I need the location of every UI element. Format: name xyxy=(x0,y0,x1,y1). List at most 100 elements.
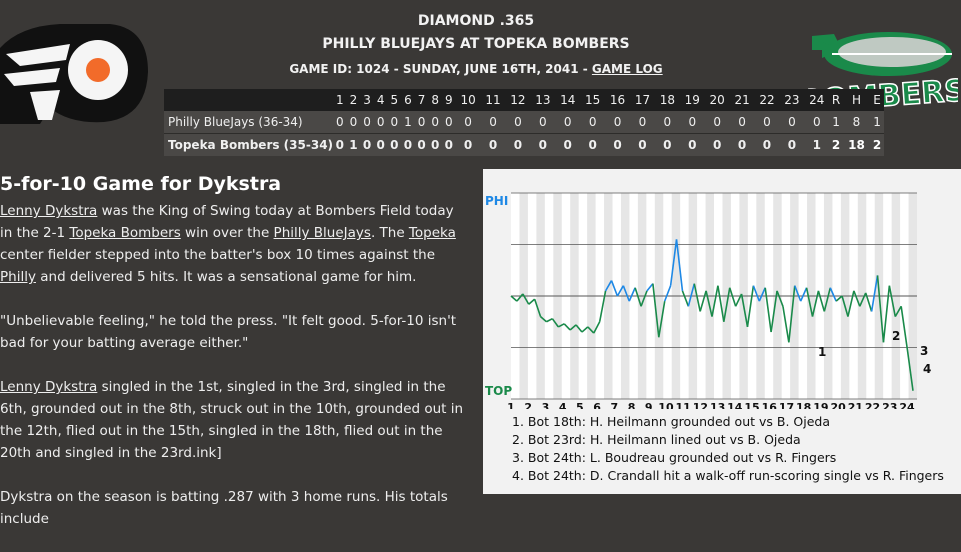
inning-score: 0 xyxy=(555,111,581,134)
win-prob-segment xyxy=(770,290,778,333)
win-prob-segment xyxy=(817,290,826,312)
win-prob-segment xyxy=(728,287,737,307)
article-link[interactable]: Philly BlueJays xyxy=(273,225,371,241)
inning-score: 0 xyxy=(373,133,388,156)
inning-score: 0 xyxy=(679,133,705,156)
x-tick-label: 12 xyxy=(693,401,708,409)
win-prob-segment xyxy=(540,315,547,323)
win-prob-segment xyxy=(546,317,553,323)
x-tick-label: 19 xyxy=(813,401,828,409)
win-prob-segment xyxy=(711,285,719,317)
win-prob-segment xyxy=(699,290,707,312)
total-header: R xyxy=(829,89,843,111)
win-prob-segment xyxy=(752,285,761,302)
team-name[interactable]: Philly BlueJays (36-34) xyxy=(164,111,334,134)
x-tick-label: 18 xyxy=(796,401,811,409)
key-play-item: 2. Bot 23rd: H. Heilmann lined out vs B.… xyxy=(512,432,801,447)
matchup-title: PHILLY BLUEJAYS AT TOPEKA BOMBERS xyxy=(322,36,630,52)
x-tick-label: 6 xyxy=(593,401,601,409)
x-tick-label: 4 xyxy=(559,401,567,409)
inning-score: 0 xyxy=(360,133,374,156)
inning-score: 0 xyxy=(387,111,402,134)
inning-header-10: 10 xyxy=(455,89,481,111)
total-header: E xyxy=(870,89,884,111)
article-link[interactable]: Topeka Bombers xyxy=(69,225,181,241)
win-prob-segment xyxy=(788,285,796,343)
win-prob-segment xyxy=(575,324,583,333)
article-link[interactable]: Lenny Dykstra xyxy=(0,203,98,219)
inning-score: 0 xyxy=(428,133,443,156)
x-tick-label: 22 xyxy=(865,401,880,409)
chart-home-label: TOP xyxy=(485,384,512,398)
inning-score: 0 xyxy=(754,111,780,134)
win-prob-segment xyxy=(551,318,559,328)
win-prob-segment xyxy=(528,298,536,305)
inning-header-17: 17 xyxy=(630,89,655,111)
inning-score: 0 xyxy=(530,111,556,134)
key-play-marker: 4 xyxy=(923,362,931,376)
win-prob-segment xyxy=(764,287,772,333)
article-paragraph-1: Lenny Dykstra was the King of Swing toda… xyxy=(0,200,470,288)
x-tick-label: 14 xyxy=(727,401,743,409)
inning-header-21: 21 xyxy=(729,89,755,111)
win-prob-segment xyxy=(598,290,607,322)
article-link[interactable]: Topeka xyxy=(408,225,456,241)
total-score: 2 xyxy=(829,133,843,156)
x-tick-label: 7 xyxy=(610,401,618,409)
inning-score: 0 xyxy=(580,133,606,156)
game-info: GAME ID: 1024 - SUNDAY, JUNE 16TH, 2041 … xyxy=(260,62,692,76)
x-tick-label: 13 xyxy=(710,401,725,409)
win-prob-segment xyxy=(829,287,837,302)
win-prob-segment xyxy=(593,321,601,334)
article-paragraph-3: Lenny Dykstra singled in the 1st, single… xyxy=(0,376,470,464)
inning-score: 0 xyxy=(455,111,481,134)
win-prob-segment xyxy=(628,287,636,302)
inning-score: 0 xyxy=(555,133,581,156)
win-prob-segment xyxy=(658,301,666,338)
win-prob-segment xyxy=(811,290,820,317)
inning-score: 0 xyxy=(704,111,730,134)
inning-header-14: 14 xyxy=(555,89,581,111)
win-prob-segment xyxy=(758,287,766,302)
inning-header-16: 16 xyxy=(605,89,630,111)
inning-header-15: 15 xyxy=(580,89,606,111)
key-play-item: 3. Bot 24th: L. Boudreau grounded out vs… xyxy=(512,450,837,465)
x-tick-label: 3 xyxy=(542,401,550,409)
article-paragraph-2: "Unbelievable feeling," he told the pres… xyxy=(0,313,457,351)
x-tick-label: 9 xyxy=(645,401,653,409)
article-link[interactable]: Philly xyxy=(0,269,36,285)
inning-header-4: 4 xyxy=(373,89,388,111)
inning-score: 0 xyxy=(704,133,730,156)
inning-header-20: 20 xyxy=(704,89,730,111)
win-probability-panel: PHI TOP 1 2 3 4 5 6 7 8 9 10 11 12 13 14 15 16 17 18 19 20 21 2… xyxy=(483,169,961,494)
inning-score: 0 xyxy=(455,133,481,156)
win-prob-segment xyxy=(723,287,731,322)
win-prob-segment xyxy=(563,323,571,331)
box-score-corner xyxy=(164,89,334,111)
game-log-link[interactable]: GAME LOG xyxy=(591,62,663,76)
x-tick-label: 21 xyxy=(848,401,863,409)
inning-score: 0 xyxy=(654,111,680,134)
win-prob-segment xyxy=(705,290,713,317)
win-prob-segment xyxy=(870,275,879,312)
key-plays-list: 1. Bot 18th: H. Heilmann grounded out vs… xyxy=(512,413,944,485)
win-prob-segment xyxy=(687,283,696,307)
win-prob-segment xyxy=(805,287,814,317)
x-tick-label: 15 xyxy=(744,401,759,409)
win-prob-segment xyxy=(622,285,630,302)
article-link[interactable]: Lenny Dykstra xyxy=(0,379,98,395)
article-text: was the King of Swing today at Bombers F… xyxy=(0,203,454,241)
inning-score: 0 xyxy=(333,111,347,134)
inning-score: 0 xyxy=(428,111,443,134)
inning-score: 0 xyxy=(414,111,429,134)
win-prob-segment xyxy=(516,293,524,302)
team-name[interactable]: Topeka Bombers (35-34) xyxy=(164,133,334,156)
away-team-logo[interactable] xyxy=(0,20,150,126)
x-tick-label: 5 xyxy=(576,401,584,409)
win-prob-segment xyxy=(510,295,518,302)
box-score-header: 1 2 3 4 5 6 7 8 9 10 11 12 13 14 15 16 17 18 19 20 21 22 23 24 R… xyxy=(164,89,884,111)
box-score-table: 1 2 3 4 5 6 7 8 9 10 11 12 13 14 15 16 17 18 19 20 21 22 23 24 R… xyxy=(164,89,884,156)
key-play-item: 1. Bot 18th: H. Heilmann grounded out vs… xyxy=(512,414,830,429)
win-prob-segment xyxy=(634,287,642,307)
x-tick-label: 23 xyxy=(882,401,897,409)
